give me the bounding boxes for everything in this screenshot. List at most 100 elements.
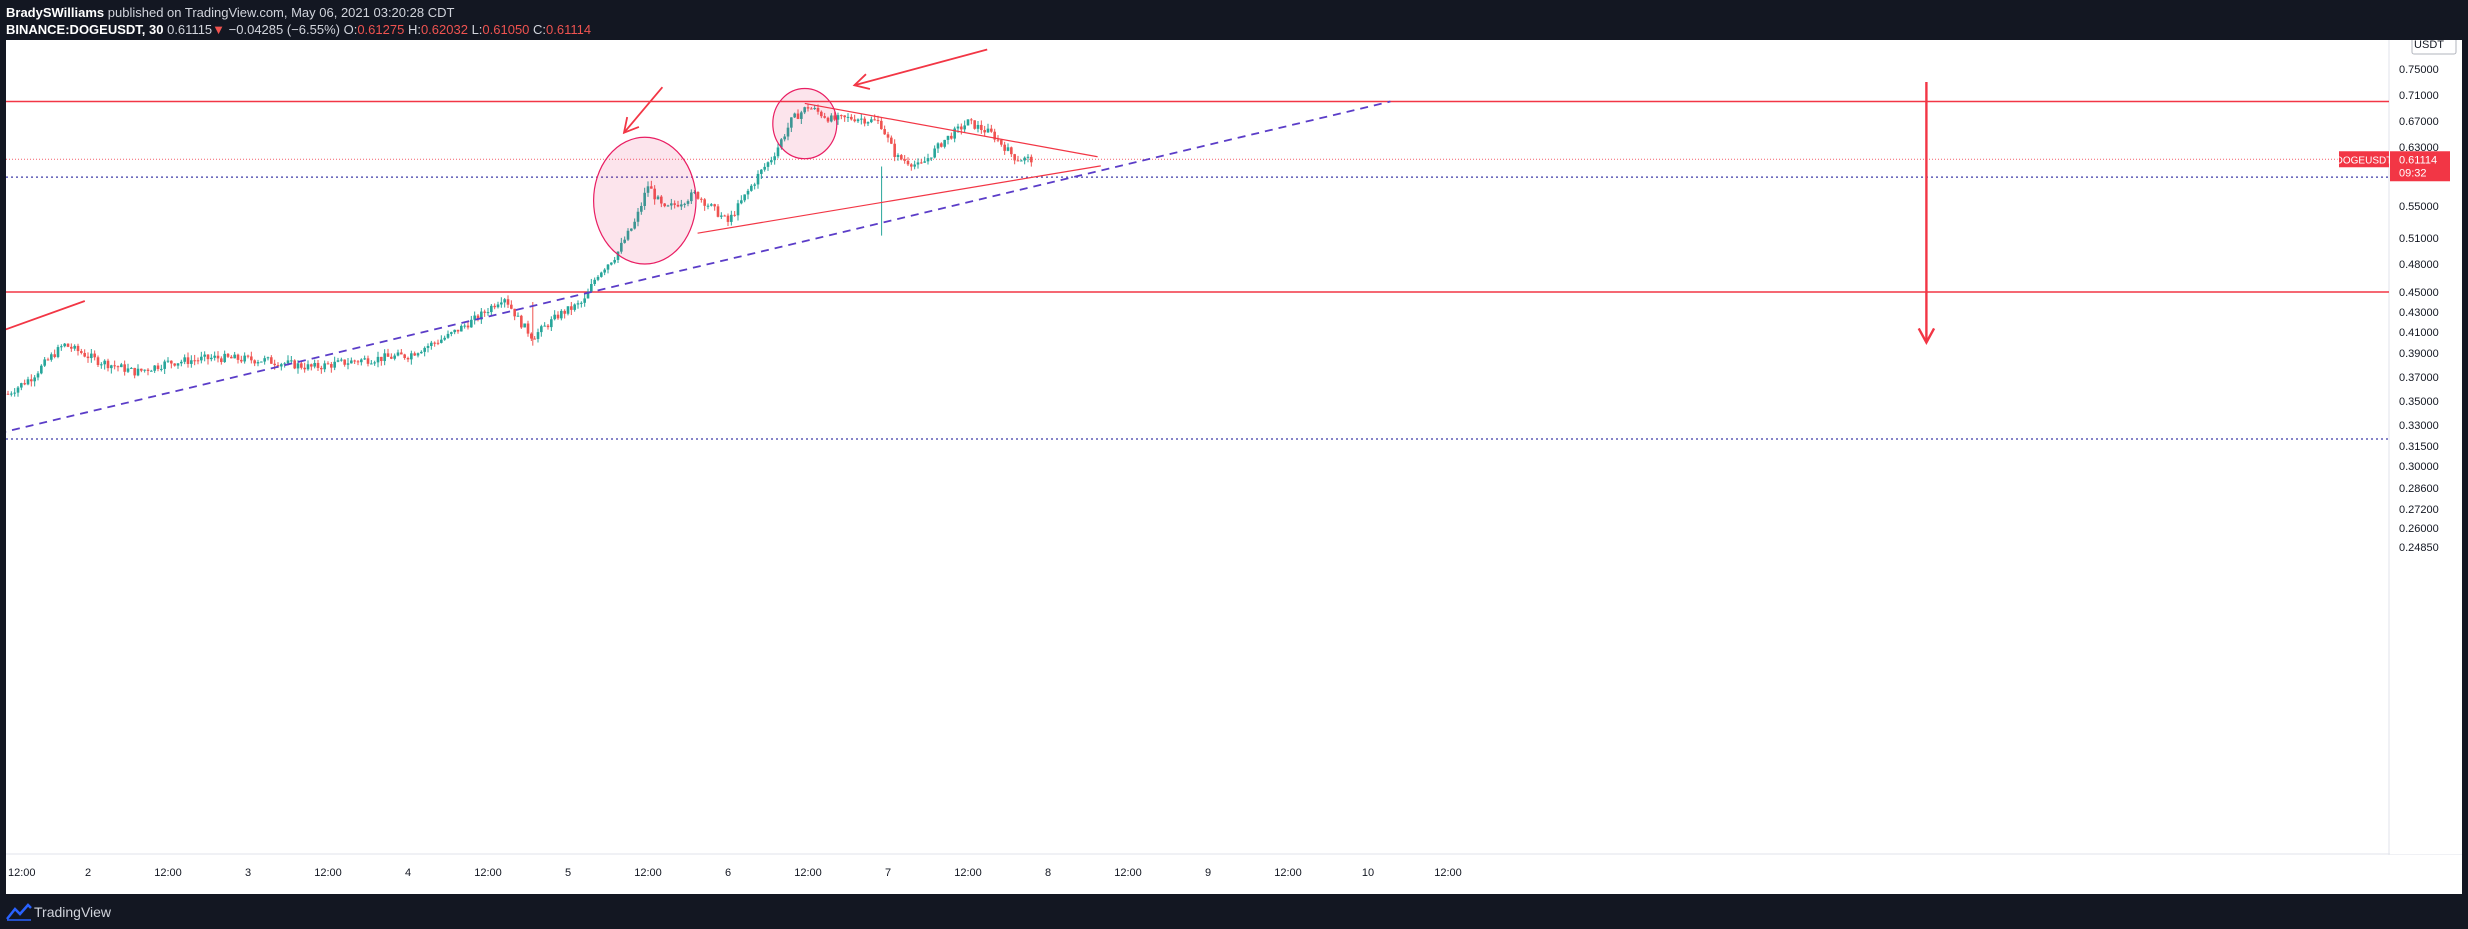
candle-body — [643, 192, 646, 206]
publisher-name[interactable]: BradySWilliams — [6, 5, 105, 20]
candle-body — [436, 342, 440, 344]
x-tick-label: 6 — [725, 867, 731, 879]
candle-body — [216, 355, 220, 359]
chart-svg[interactable]: USDT0.750000.710000.670000.630000.590000… — [6, 40, 2462, 894]
candle-body — [303, 367, 306, 370]
candle-body — [120, 364, 123, 368]
candle-body — [100, 364, 103, 366]
candle-body — [1026, 156, 1030, 158]
tradingview-logo-icon[interactable] — [6, 903, 32, 921]
candle-body — [326, 363, 330, 365]
red-line-left — [6, 300, 86, 331]
candle-body — [493, 305, 496, 308]
candle-body — [10, 393, 13, 395]
candle-body — [613, 259, 616, 263]
symbol-label[interactable]: BINANCE:DOGEUSDT, 30 — [6, 22, 164, 37]
x-tick-label: 12:00 — [314, 867, 342, 879]
candle-body — [783, 136, 786, 140]
candle-body — [386, 353, 390, 357]
candle-body — [723, 215, 726, 217]
candle-body — [566, 306, 570, 314]
triangle-upper-line — [804, 102, 1098, 158]
candle-body — [350, 360, 353, 364]
candle-body — [936, 143, 940, 149]
candle-body — [166, 360, 170, 362]
candle-body — [136, 368, 140, 376]
candle-body — [826, 117, 830, 122]
candle-body — [496, 304, 500, 308]
x-tick-label: 9 — [1205, 867, 1211, 879]
candle-body — [230, 356, 233, 359]
candle-body — [76, 345, 80, 352]
candle-body — [716, 206, 720, 217]
candle-body — [956, 126, 960, 129]
candle-body — [116, 366, 120, 368]
candle-body — [383, 353, 386, 362]
y-tick-label: 0.71000 — [2399, 90, 2439, 102]
candle-body — [173, 363, 176, 366]
candle-body — [190, 360, 193, 364]
candle-body — [766, 162, 770, 167]
candle-body — [736, 203, 740, 216]
candle-body — [666, 205, 670, 207]
candle-body — [590, 284, 593, 292]
highlight-ellipse-2 — [772, 87, 838, 160]
y-tick-label: 0.67000 — [2399, 116, 2439, 128]
candle-body — [403, 354, 406, 359]
candle-body — [440, 339, 443, 343]
candle-body — [346, 363, 350, 365]
candle-body — [63, 343, 66, 347]
x-tick-label: 12:00 — [634, 867, 662, 879]
time-axis — [6, 855, 2462, 894]
candle-body — [620, 242, 623, 252]
candle-body — [213, 355, 216, 358]
chart-header: BradySWilliams published on TradingView.… — [0, 0, 2468, 40]
candle-body — [503, 299, 506, 303]
chart-area[interactable]: USDT0.750000.710000.670000.630000.590000… — [6, 40, 2462, 894]
candle-body — [130, 367, 133, 369]
candle-body — [373, 362, 376, 364]
candle-body — [473, 315, 476, 320]
symbol-line: BINANCE:DOGEUSDT, 30 0.61115▼ −0.04285 (… — [6, 22, 591, 37]
candle-body — [356, 361, 360, 363]
publish-line: BradySWilliams published on TradingView.… — [6, 5, 454, 20]
candle-body — [820, 111, 823, 117]
candle-body — [453, 329, 456, 333]
candle-body — [53, 354, 56, 357]
y-tick-label: 0.39000 — [2399, 348, 2439, 360]
candle-body — [823, 116, 826, 118]
candle-body — [926, 158, 930, 162]
candle-body — [396, 352, 400, 356]
candle-body — [150, 370, 153, 372]
high-value: 0.62032 — [420, 22, 468, 37]
candle-body — [700, 198, 703, 200]
candle-body — [580, 302, 583, 304]
candle-body — [290, 360, 293, 362]
candle-body — [140, 368, 143, 371]
candle-body — [450, 332, 453, 334]
candle-body — [300, 363, 303, 368]
candle-body — [740, 200, 743, 204]
symbol-tag-text: DOGEUSDT — [2336, 155, 2393, 166]
candle-body — [180, 361, 183, 364]
footer-brand[interactable]: TradingView — [34, 904, 112, 920]
candle-body — [366, 358, 370, 364]
arrow-annotation-1 — [623, 86, 664, 134]
candle-body — [516, 315, 520, 317]
currency-label: USDT — [2414, 40, 2444, 51]
candle-body — [26, 379, 30, 385]
triangle-lower-line — [697, 165, 1101, 234]
candle-body — [170, 360, 173, 364]
candle-body — [596, 276, 600, 280]
candle-body — [316, 362, 320, 368]
candle-body — [816, 108, 820, 112]
candle-body — [13, 392, 16, 394]
y-tick-label: 0.28600 — [2399, 483, 2439, 495]
candle-body — [890, 137, 893, 144]
candle-body — [160, 368, 163, 370]
candle-body — [943, 139, 946, 147]
y-tick-label: 0.75000 — [2399, 64, 2439, 76]
candle-body — [1023, 157, 1026, 161]
candle-body — [143, 369, 146, 371]
candle-body — [406, 358, 410, 360]
